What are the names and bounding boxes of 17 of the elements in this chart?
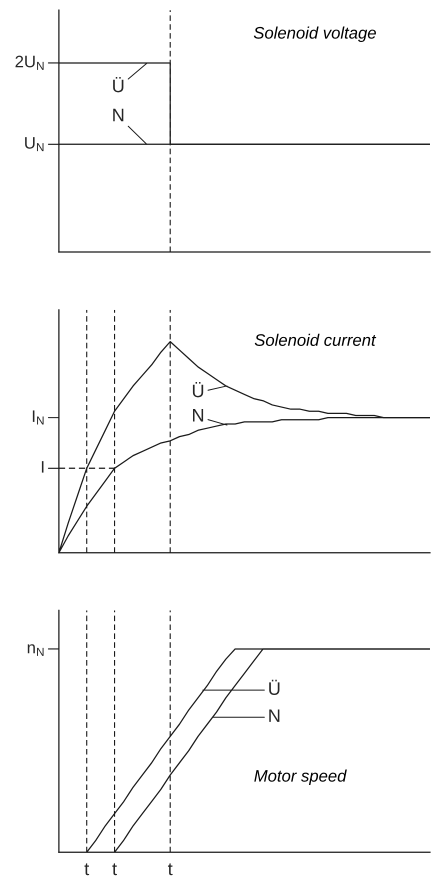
- x-tick-label: t: [168, 863, 173, 876]
- text: Motor speed: [254, 770, 347, 786]
- x-tick-label: t: [84, 863, 90, 876]
- chart-title: Solenoid voltage: [254, 26, 376, 42]
- text: I: [42, 461, 44, 473]
- text: U$_{N}$: [25, 137, 44, 152]
- annotation: Ü: [113, 77, 124, 92]
- x-tick-label: t: [112, 863, 117, 876]
- chart-title: Solenoid current: [254, 334, 376, 346]
- text: I$_{N}$: [32, 410, 44, 425]
- text: n$_{N}$: [28, 644, 44, 656]
- annotation: Ü: [192, 382, 204, 398]
- text: 2U$_{N}$: [16, 56, 44, 70]
- annotation: N: [193, 409, 204, 422]
- annotation: N: [113, 108, 124, 122]
- annotation: N: [269, 710, 280, 722]
- annotation: Ü: [269, 680, 280, 696]
